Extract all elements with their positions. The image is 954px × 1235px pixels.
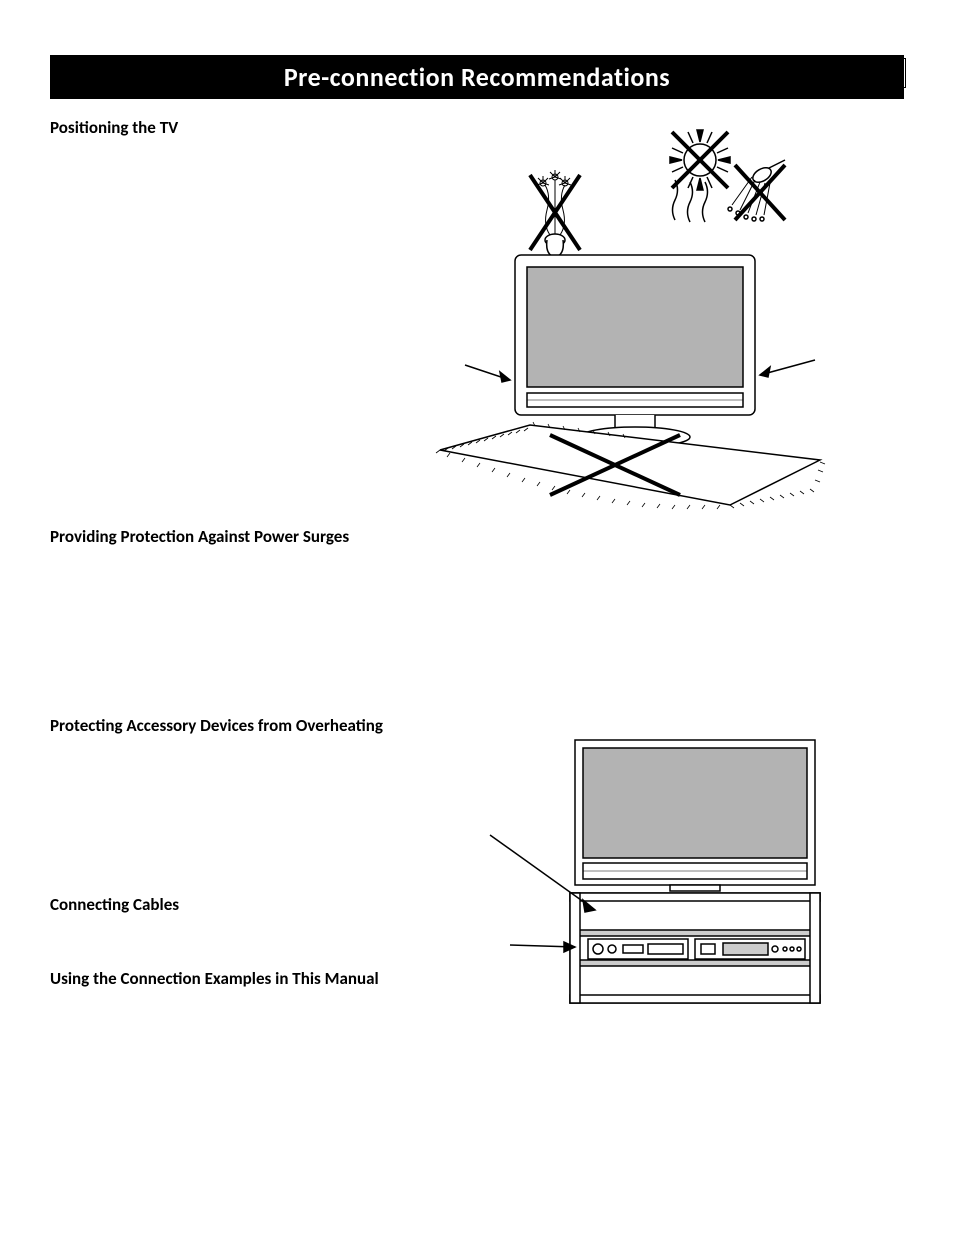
page-title: Pre-connection Recommendations — [284, 61, 670, 93]
illustration-overheating — [480, 735, 840, 1015]
illustration-positioning — [420, 110, 840, 530]
connector-jacks-icon — [874, 58, 906, 88]
section-heading-examples: Using the Connection Examples in This Ma… — [50, 968, 390, 989]
section-heading-surges: Providing Protection Against Power Surge… — [50, 526, 390, 547]
section-heading-overheating: Protecting Accessory Devices from Overhe… — [50, 715, 390, 736]
page-title-bar: Pre-connection Recommendations — [50, 55, 904, 99]
section-heading-cables: Connecting Cables — [50, 894, 390, 915]
section-heading-positioning: Positioning the TV — [50, 117, 390, 138]
